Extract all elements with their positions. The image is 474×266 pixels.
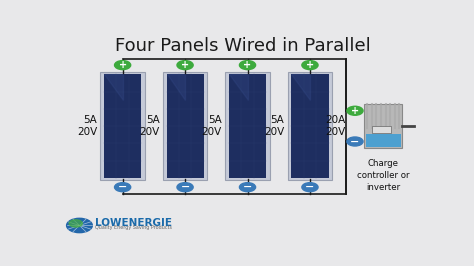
Polygon shape (166, 74, 185, 100)
FancyBboxPatch shape (366, 134, 401, 147)
Text: +: + (181, 60, 189, 70)
Polygon shape (104, 74, 123, 100)
FancyBboxPatch shape (166, 74, 204, 178)
Text: +: + (306, 60, 314, 70)
Circle shape (302, 183, 318, 192)
Text: 5A
20V: 5A 20V (202, 115, 222, 137)
Circle shape (69, 220, 82, 227)
FancyBboxPatch shape (100, 72, 145, 180)
Text: −: − (350, 136, 360, 147)
Circle shape (177, 183, 193, 192)
Text: +: + (244, 60, 252, 70)
Text: Quality Energy Saving Products: Quality Energy Saving Products (95, 225, 172, 230)
Text: 5A
20V: 5A 20V (139, 115, 160, 137)
Text: Four Panels Wired in Parallel: Four Panels Wired in Parallel (115, 37, 371, 55)
FancyBboxPatch shape (163, 72, 207, 180)
FancyBboxPatch shape (288, 72, 332, 180)
Circle shape (66, 218, 92, 233)
Circle shape (239, 61, 255, 70)
FancyBboxPatch shape (364, 104, 402, 148)
Circle shape (347, 137, 363, 146)
Text: 20A
20V: 20A 20V (325, 115, 345, 137)
FancyBboxPatch shape (372, 126, 391, 133)
Text: Charge
controller or
inverter: Charge controller or inverter (357, 159, 410, 192)
Text: −: − (181, 182, 190, 192)
Circle shape (347, 106, 363, 115)
Text: −: − (305, 182, 315, 192)
FancyBboxPatch shape (104, 74, 141, 178)
Polygon shape (292, 74, 310, 100)
Circle shape (115, 61, 131, 70)
Polygon shape (229, 74, 247, 100)
FancyBboxPatch shape (292, 74, 328, 178)
Circle shape (115, 183, 131, 192)
Text: −: − (243, 182, 252, 192)
Text: 5A
20V: 5A 20V (77, 115, 97, 137)
Circle shape (177, 61, 193, 70)
FancyBboxPatch shape (225, 72, 270, 180)
FancyBboxPatch shape (229, 74, 266, 178)
Circle shape (302, 61, 318, 70)
Text: LOWENERGIE: LOWENERGIE (95, 218, 172, 228)
Circle shape (239, 183, 255, 192)
Text: −: − (118, 182, 128, 192)
Text: +: + (118, 60, 127, 70)
Text: 5A
20V: 5A 20V (264, 115, 284, 137)
Text: +: + (351, 106, 359, 116)
